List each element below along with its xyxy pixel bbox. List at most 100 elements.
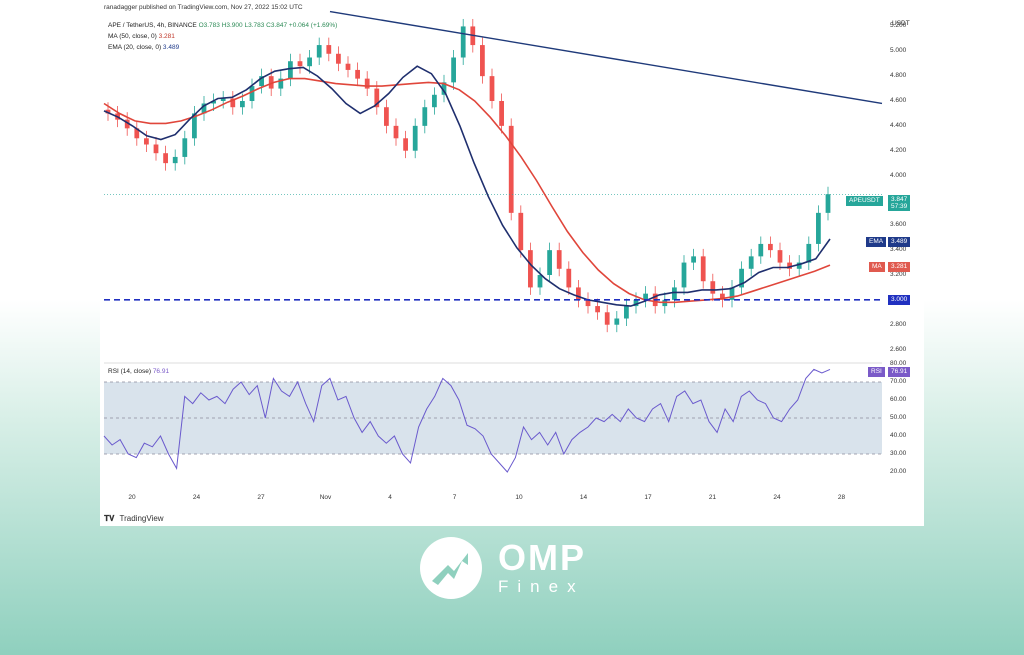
candle-down bbox=[480, 45, 485, 77]
candle-down bbox=[489, 76, 495, 101]
ohlc-values: O3.783 H3.900 L3.783 C3.847 +0.064 (+1.6… bbox=[198, 22, 338, 29]
candle-down bbox=[576, 287, 581, 300]
rsi-tick-label: 60.00 bbox=[890, 396, 907, 403]
candle-up bbox=[278, 78, 284, 89]
ema-value: 3.489 bbox=[162, 44, 180, 51]
candle-up bbox=[748, 256, 754, 269]
candle-up bbox=[614, 318, 620, 325]
ma-value: 3.281 bbox=[158, 33, 175, 40]
symbol-badge: APEUSDT bbox=[846, 196, 883, 206]
candle-down bbox=[105, 109, 111, 114]
candle-down bbox=[336, 53, 341, 64]
rsi-label: RSI (14, close) bbox=[108, 368, 151, 375]
x-tick-label: 14 bbox=[579, 494, 588, 501]
ema-legend: EMA (20, close, 0) 3.489 bbox=[108, 44, 179, 51]
indicator-lines bbox=[103, 10, 883, 307]
candle-up bbox=[633, 299, 639, 307]
price-tick-label: 4.000 bbox=[890, 171, 907, 179]
candle-up bbox=[681, 262, 687, 288]
candle-up bbox=[259, 76, 264, 87]
candle-up bbox=[432, 94, 437, 108]
candle-up bbox=[441, 82, 447, 95]
price-tick-label: 3.200 bbox=[890, 271, 907, 278]
rsi-tick-label: 80.00 bbox=[890, 360, 907, 367]
x-tick-label: 4 bbox=[388, 494, 392, 501]
price-tick-label: 3.600 bbox=[890, 221, 907, 229]
symbol-label: APE / TetherUS, 4h, BINANCE bbox=[108, 22, 197, 29]
candle-up bbox=[182, 138, 188, 157]
candle-up bbox=[192, 113, 197, 139]
price-tick-label: 5.000 bbox=[890, 47, 907, 55]
rsi-tick-label: 20.00 bbox=[890, 468, 907, 475]
candle-down bbox=[163, 153, 168, 164]
currency-label: USDT bbox=[892, 20, 910, 27]
candle-down bbox=[364, 78, 370, 89]
candle-up bbox=[451, 57, 456, 83]
candle-down bbox=[787, 262, 792, 269]
ma-legend: MA (50, close, 0) 3.281 bbox=[108, 33, 175, 40]
omp-finex-logo: OMP Finex bbox=[418, 531, 608, 603]
x-tick-label: 7 bbox=[452, 494, 457, 501]
rsi-tick-label: 70.00 bbox=[890, 378, 907, 385]
candle-down bbox=[230, 98, 236, 108]
candle-down bbox=[153, 144, 159, 154]
ema-badge-name: EMA bbox=[866, 237, 887, 247]
candle-down bbox=[556, 250, 562, 269]
candle-down bbox=[499, 101, 504, 126]
ma-label: MA (50, close, 0) bbox=[108, 33, 157, 40]
candle-up bbox=[691, 256, 696, 263]
price-badge-value: 3.847 bbox=[891, 196, 908, 203]
ma-line bbox=[103, 77, 831, 304]
candle-up bbox=[825, 194, 831, 213]
x-tick-label: 21 bbox=[708, 494, 717, 501]
price-tick-label: 4.200 bbox=[890, 146, 907, 154]
candle-down bbox=[268, 76, 274, 89]
published-line: ranadagger published on TradingView.com,… bbox=[104, 4, 303, 11]
candle-down bbox=[710, 281, 716, 294]
candle-down bbox=[508, 125, 514, 213]
candle-up bbox=[758, 243, 764, 257]
candle-down bbox=[297, 61, 303, 67]
candle-up bbox=[172, 156, 178, 164]
x-tick-label: 24 bbox=[773, 494, 781, 501]
support-badge: 3.000 bbox=[888, 295, 911, 305]
rsi-badge-value: 76.91 bbox=[888, 367, 911, 377]
candle-up bbox=[806, 243, 812, 263]
x-tick-label: 27 bbox=[257, 494, 265, 501]
candle-down bbox=[124, 119, 130, 129]
candle-up bbox=[547, 250, 552, 275]
rsi-badge-name: RSI bbox=[868, 367, 885, 377]
price-badge-timer: 57:39 bbox=[891, 203, 908, 210]
candle-down bbox=[595, 306, 600, 313]
candle-up bbox=[316, 45, 322, 58]
price-tick-label: 3.400 bbox=[890, 246, 907, 254]
candle-up bbox=[739, 268, 744, 288]
candle-up bbox=[201, 103, 207, 114]
rsi-tick-label: 50.00 bbox=[890, 414, 907, 421]
ema-label: EMA (20, close, 0) bbox=[108, 44, 162, 51]
rsi-tick-label: 30.00 bbox=[890, 450, 907, 457]
candle-down bbox=[585, 299, 591, 307]
candle-down bbox=[768, 243, 773, 251]
candle-down bbox=[566, 268, 572, 288]
candle-up bbox=[307, 57, 312, 67]
rsi-legend: RSI (14, close) 76.91 bbox=[108, 368, 169, 375]
ema-badge-value: 3.489 bbox=[888, 237, 911, 247]
candle-down bbox=[144, 138, 149, 145]
candle-up bbox=[460, 26, 466, 58]
price-tick-label: 4.600 bbox=[890, 97, 907, 104]
tradingview-footer[interactable]: 𝐓𝐕 TradingView bbox=[104, 514, 164, 524]
candle-up bbox=[249, 86, 255, 101]
candle-down bbox=[393, 125, 399, 139]
omp-emblem-icon bbox=[420, 537, 482, 599]
candles bbox=[105, 18, 831, 333]
candle-up bbox=[220, 98, 226, 101]
candle-down bbox=[345, 63, 351, 70]
price-tick-label: 4.800 bbox=[890, 72, 907, 80]
candle-down bbox=[518, 212, 524, 251]
candle-down bbox=[326, 45, 332, 54]
candle-down bbox=[403, 138, 408, 151]
candle-down bbox=[604, 312, 610, 325]
rsi-line bbox=[103, 368, 831, 473]
